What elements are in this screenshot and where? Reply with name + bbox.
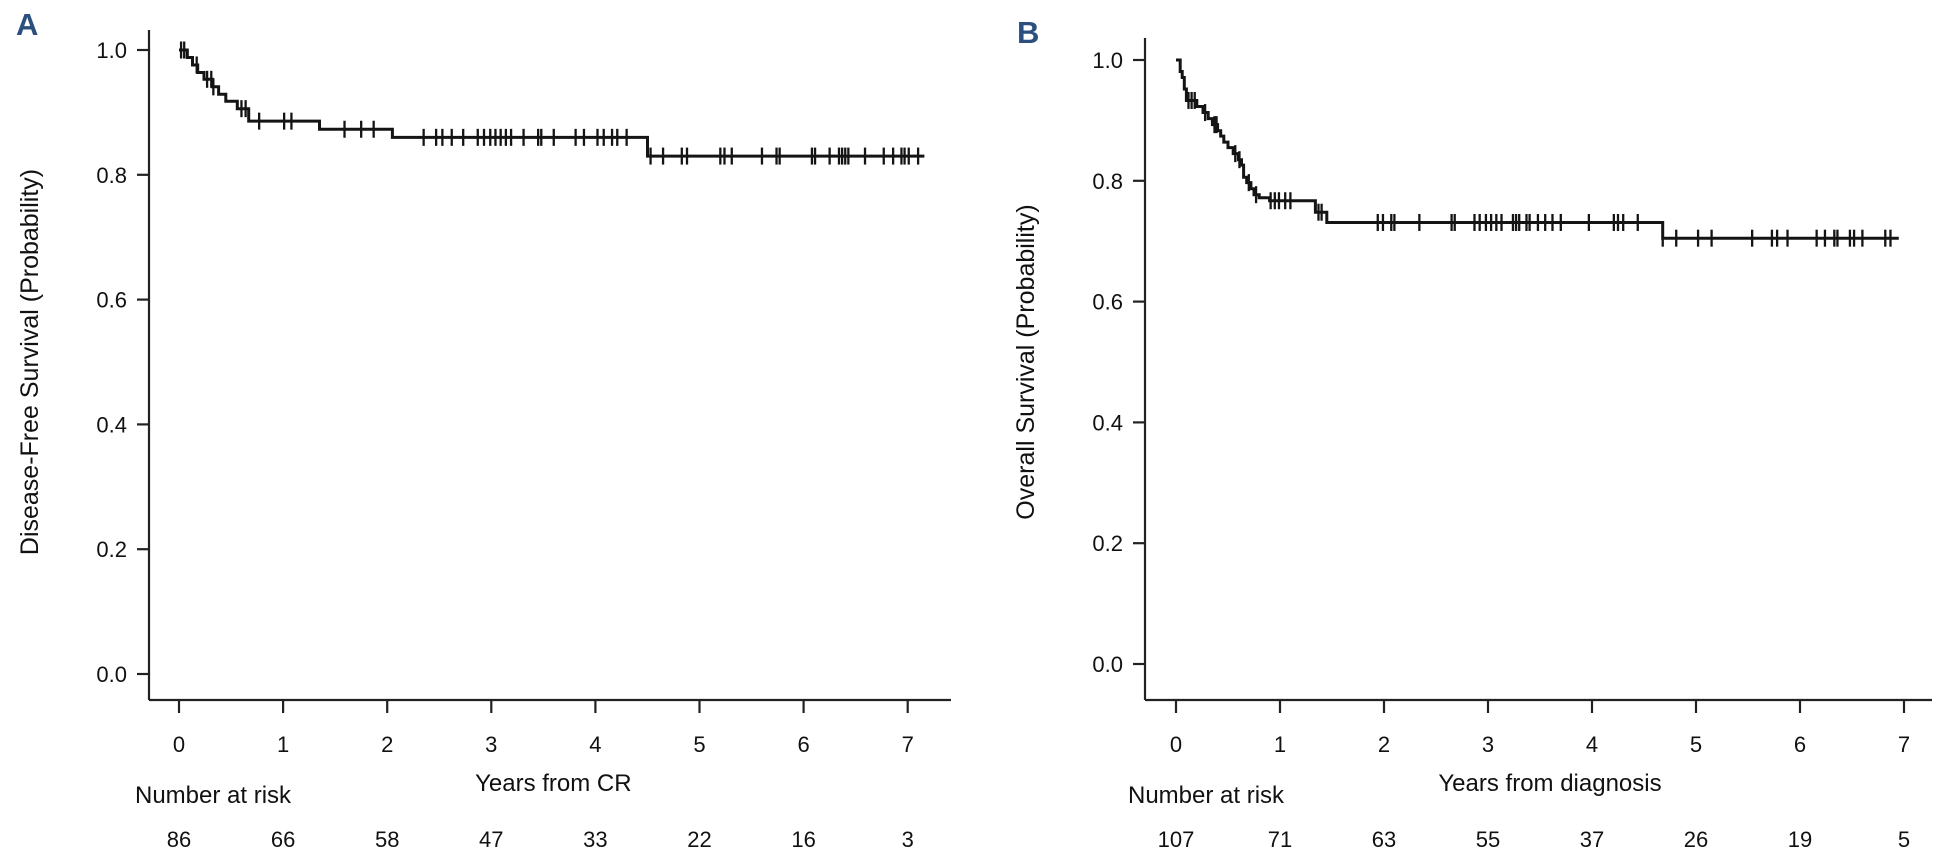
risk-count: 26 bbox=[1684, 827, 1708, 852]
x-tick-label: 1 bbox=[277, 732, 289, 757]
x-tick-label: 5 bbox=[693, 732, 705, 757]
panel-b-letter: B bbox=[1017, 15, 1040, 50]
x-tick-label: 7 bbox=[902, 732, 914, 757]
risk-count: 19 bbox=[1788, 827, 1812, 852]
panel-b-os: B 1.0 0.8 0.6 0.4 0.2 0.0 0 1 2 3 4 5 6 7 Years from d… bbox=[968, 0, 1936, 859]
x-tick-label: 4 bbox=[1586, 732, 1598, 757]
risk-label: Number at risk bbox=[135, 782, 292, 809]
risk-count: 5 bbox=[1898, 827, 1910, 852]
risk-count: 66 bbox=[271, 827, 295, 852]
y-tick-label: 0.8 bbox=[1092, 169, 1123, 194]
x-tick-label: 0 bbox=[1170, 732, 1182, 757]
x-tick-label: 6 bbox=[1794, 732, 1806, 757]
risk-count: 71 bbox=[1268, 827, 1292, 852]
x-tick-label: 7 bbox=[1898, 732, 1910, 757]
x-axis-title: Years from diagnosis bbox=[1438, 770, 1661, 797]
panel-a-dfs: A 1.0 0.8 0.6 0.4 0.2 0.0 0 1 2 3 4 5 6 7 Years from C… bbox=[0, 0, 968, 859]
risk-count: 58 bbox=[375, 827, 399, 852]
risk-count: 22 bbox=[687, 827, 711, 852]
y-tick-label: 0.0 bbox=[96, 662, 127, 687]
risk-count: 47 bbox=[479, 827, 503, 852]
x-tick-label: 4 bbox=[589, 732, 601, 757]
y-tick-label: 1.0 bbox=[1092, 48, 1123, 73]
risk-count: 63 bbox=[1372, 827, 1396, 852]
y-axis-title: Disease-Free Survival (Probability) bbox=[16, 169, 44, 555]
risk-count: 86 bbox=[167, 827, 191, 852]
risk-count: 37 bbox=[1580, 827, 1604, 852]
risk-count: 107 bbox=[1158, 827, 1195, 852]
dfs-km-plot: 1.0 0.8 0.6 0.4 0.2 0.0 0 1 2 3 4 5 6 7 Years from CR D… bbox=[16, 30, 951, 852]
x-tick-label: 2 bbox=[381, 732, 393, 757]
y-tick-label: 0.6 bbox=[96, 288, 127, 313]
x-tick-label: 2 bbox=[1378, 732, 1390, 757]
x-tick-label: 3 bbox=[1482, 732, 1494, 757]
x-axis-title: Years from CR bbox=[475, 770, 632, 797]
y-tick-label: 0.2 bbox=[1092, 531, 1123, 556]
y-tick-label: 0.2 bbox=[96, 537, 127, 562]
x-tick-label: 0 bbox=[173, 732, 185, 757]
risk-count: 16 bbox=[791, 827, 815, 852]
y-tick-label: 0.6 bbox=[1092, 290, 1123, 315]
y-tick-label: 0.4 bbox=[96, 412, 127, 437]
x-tick-label: 5 bbox=[1690, 732, 1702, 757]
y-tick-label: 0.0 bbox=[1092, 652, 1123, 677]
panel-a-letter: A bbox=[16, 7, 39, 42]
risk-label: Number at risk bbox=[1128, 782, 1285, 809]
km-curve bbox=[1176, 58, 1899, 240]
x-tick-label: 6 bbox=[797, 732, 809, 757]
risk-count: 3 bbox=[902, 827, 914, 852]
risk-count: 33 bbox=[583, 827, 607, 852]
km-curve bbox=[179, 48, 925, 158]
y-axis-title: Overall Survival (Probability) bbox=[1012, 204, 1040, 519]
y-tick-label: 0.8 bbox=[96, 163, 127, 188]
x-tick-label: 3 bbox=[485, 732, 497, 757]
y-tick-label: 1.0 bbox=[96, 38, 127, 63]
x-tick-label: 1 bbox=[1274, 732, 1286, 757]
risk-count: 55 bbox=[1476, 827, 1500, 852]
os-km-plot: 1.0 0.8 0.6 0.4 0.2 0.0 0 1 2 3 4 5 6 7 Years from dia… bbox=[1012, 38, 1932, 852]
y-tick-label: 0.4 bbox=[1092, 410, 1123, 435]
